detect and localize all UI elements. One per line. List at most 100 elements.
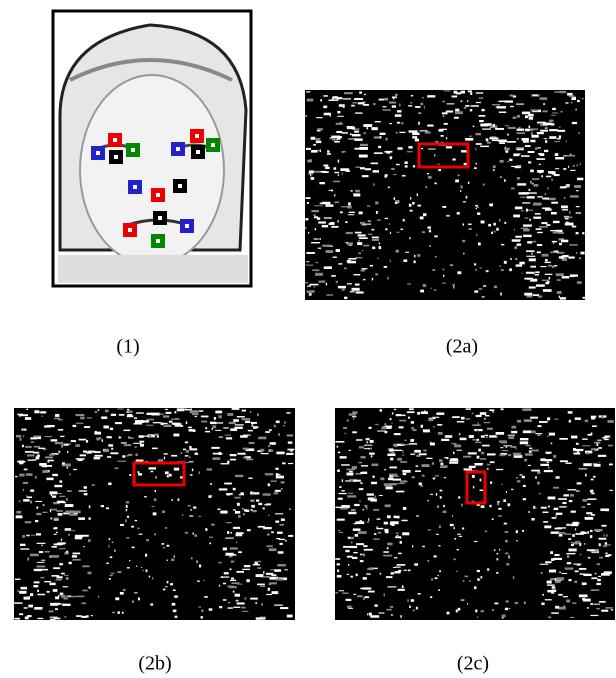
speckle (496, 558, 498, 560)
speckle (189, 446, 191, 449)
speckle (546, 176, 551, 178)
speckle (495, 128, 504, 130)
speckle (505, 600, 508, 602)
speckle (17, 461, 25, 463)
speckle (528, 161, 531, 163)
speckle (204, 596, 208, 598)
speckle (65, 504, 74, 507)
speckle (181, 452, 182, 453)
speckle (342, 592, 348, 593)
speckle (470, 109, 472, 111)
speckle (364, 596, 369, 598)
speckle (127, 516, 129, 518)
speckle (432, 462, 434, 465)
speckle (480, 412, 486, 415)
speckle (227, 531, 229, 534)
speckle (481, 435, 485, 437)
speckle (333, 167, 336, 169)
speckle (526, 209, 528, 212)
speckle (525, 130, 529, 132)
speckle (554, 419, 558, 420)
speckle (461, 91, 465, 94)
speckle (582, 98, 584, 100)
speckle (84, 486, 87, 488)
speckle (347, 495, 356, 497)
speckle (19, 591, 26, 594)
speckle (336, 249, 340, 252)
speckle (27, 496, 32, 498)
speckle (353, 193, 360, 194)
speckle (481, 505, 485, 508)
speckle (531, 470, 540, 472)
speckle (185, 441, 188, 443)
speckle (318, 248, 321, 249)
speckle (195, 416, 197, 417)
speckle (433, 426, 434, 427)
speckle (343, 427, 347, 428)
speckle (23, 482, 28, 484)
speckle (580, 163, 581, 166)
speckle (314, 205, 322, 206)
speckle (225, 435, 232, 436)
speckle (561, 240, 568, 243)
speckle (562, 276, 570, 278)
speckle (439, 525, 441, 528)
speckle (370, 615, 379, 617)
speckle (409, 204, 411, 207)
speckle (598, 455, 606, 457)
speckle (522, 530, 524, 532)
speckle (549, 129, 558, 131)
speckle (431, 288, 432, 289)
speckle (559, 243, 562, 245)
speckle (410, 210, 413, 212)
speckle (599, 462, 601, 463)
speckle (453, 558, 455, 560)
speckle (287, 434, 293, 436)
speckle (347, 283, 352, 284)
speckle (251, 505, 255, 508)
speckle (27, 454, 34, 456)
speckle (108, 483, 111, 486)
speckle (219, 585, 220, 587)
speckle (26, 495, 27, 498)
speckle (78, 517, 85, 520)
speckle (358, 234, 366, 236)
speckle (338, 286, 346, 289)
speckle (362, 250, 364, 251)
speckle (557, 130, 565, 132)
speckle (379, 612, 385, 613)
speckle (374, 136, 380, 138)
speckle (452, 96, 458, 98)
speckle (349, 413, 356, 415)
speckle (288, 442, 293, 444)
speckle (136, 566, 137, 567)
speckle (513, 215, 520, 218)
speckle (306, 252, 315, 254)
speckle (601, 610, 608, 612)
speckle (496, 106, 502, 107)
speckle (165, 409, 168, 410)
speckle (476, 415, 482, 417)
speckle (146, 569, 148, 572)
speckle (306, 148, 311, 150)
speckle (389, 467, 397, 469)
speckle (541, 266, 547, 267)
speckle (402, 585, 404, 588)
speckle (309, 284, 318, 286)
speckle (375, 604, 378, 606)
speckle (443, 275, 444, 277)
speckle (175, 418, 179, 420)
speckle (279, 543, 282, 545)
speckle (516, 264, 522, 266)
speckle (233, 509, 236, 510)
speckle (517, 420, 521, 423)
speckle (390, 156, 393, 159)
speckle (138, 473, 142, 476)
speckle (517, 183, 526, 185)
speckle (524, 459, 527, 462)
speckle (122, 455, 125, 457)
speckle (67, 490, 72, 492)
speckle (496, 228, 498, 231)
speckle (468, 90, 472, 92)
speckle (380, 477, 384, 480)
